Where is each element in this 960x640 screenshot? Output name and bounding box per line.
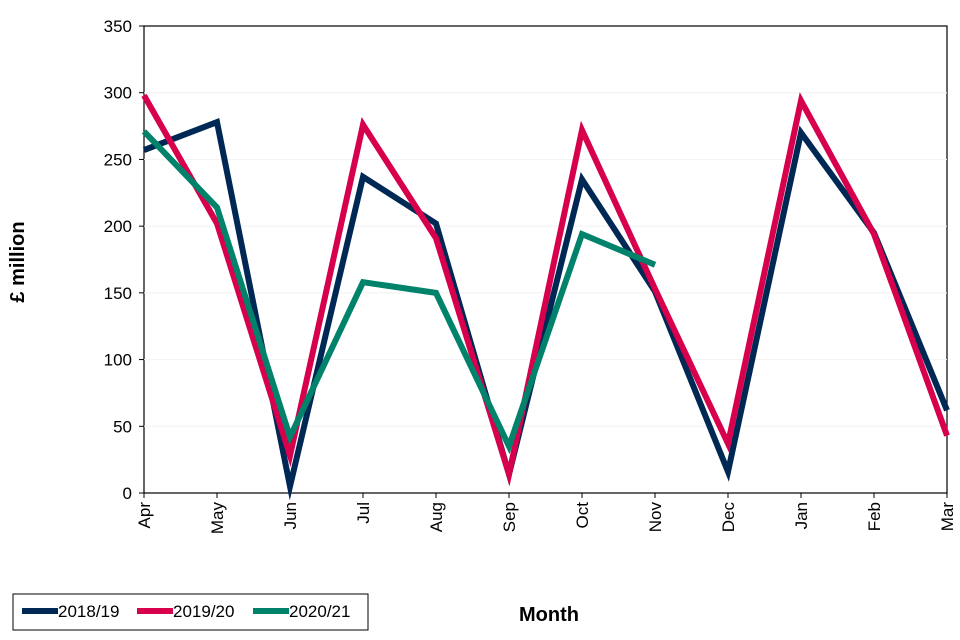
x-tick-label: Nov [646, 502, 665, 533]
y-tick-label: 250 [104, 150, 132, 169]
legend-label: 2020/21 [289, 602, 350, 621]
x-tick-label: Jul [354, 502, 373, 524]
y-tick-label: 50 [113, 417, 132, 436]
legend-box [12, 593, 369, 631]
x-tick-label: May [208, 502, 227, 535]
legend-label: 2018/19 [58, 602, 119, 621]
y-tick-label: 100 [104, 351, 132, 370]
y-axis-title: £ million [7, 221, 29, 302]
y-axis-ticks: 0 50 100 150 200 250 300 350 [104, 17, 144, 503]
y-tick-label: 0 [123, 484, 132, 503]
legend-items: 2018/19 2019/20 2020/21 [22, 602, 350, 621]
legend-label: 2019/20 [173, 602, 234, 621]
x-tick-label: Feb [865, 502, 884, 531]
y-tick-label: 150 [104, 284, 132, 303]
legend: 2018/19 2019/20 2020/21 [12, 593, 369, 631]
x-tick-label: Oct [573, 502, 592, 529]
x-tick-label: Mar [938, 502, 957, 532]
x-axis-ticks: Apr May Jun Jul Aug Sep Oct Nov Dec Jan Feb Mar [135, 493, 957, 534]
x-tick-label: Jun [281, 502, 300, 529]
series-line-2020-21 [141, 129, 657, 455]
plot-area [143, 25, 948, 494]
x-tick-label: Sep [500, 502, 519, 532]
x-tick-label: Dec [719, 502, 738, 533]
x-tick-label: Aug [427, 502, 446, 532]
y-tick-label: 200 [104, 217, 132, 236]
y-tick-label: 300 [104, 84, 132, 103]
y-tick-label: 350 [104, 17, 132, 36]
x-tick-label: Jan [792, 502, 811, 529]
x-axis-title: Month [519, 604, 579, 626]
x-tick-label: Apr [135, 502, 154, 529]
series-line-2019-20 [141, 92, 950, 487]
series-lines [141, 92, 950, 501]
